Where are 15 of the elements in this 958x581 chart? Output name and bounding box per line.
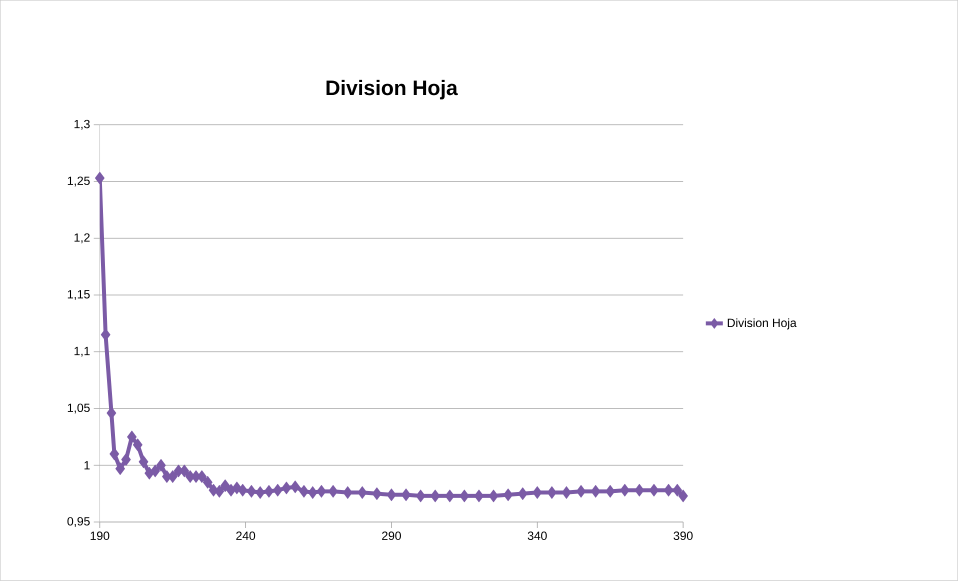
y-tick-label: 1 xyxy=(84,461,90,470)
y-tick-label: 1,15 xyxy=(68,290,90,300)
y-tick-label: 1,25 xyxy=(68,176,90,187)
x-tick-label: 340 xyxy=(528,532,547,540)
y-tick-label: 1,2 xyxy=(74,233,90,244)
y-tick-label: 1,1 xyxy=(74,347,90,357)
y-tick-label: 1,05 xyxy=(68,404,90,414)
chart-title: Division Hoja xyxy=(326,80,458,100)
y-tick-label: 1,3 xyxy=(74,120,90,130)
x-tick-label: 240 xyxy=(236,532,256,540)
y-tick-label: 0,95 xyxy=(67,517,90,528)
x-tick-label: 190 xyxy=(90,532,110,540)
legend-label: Division Hoja xyxy=(728,318,797,330)
x-tick-label: 390 xyxy=(674,532,693,540)
x-tick-label: 290 xyxy=(382,532,401,540)
